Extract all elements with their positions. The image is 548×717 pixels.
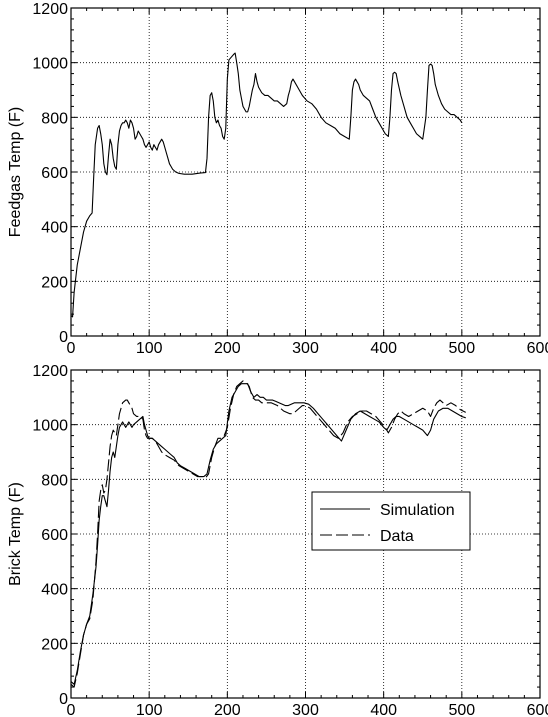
x-tick-label: 200 — [214, 340, 241, 357]
x-tick-label: 300 — [292, 340, 319, 357]
y-tick-label: 400 — [41, 582, 68, 599]
x-tick-label: 100 — [136, 702, 163, 717]
x-tick-label: 0 — [67, 340, 76, 357]
y-axis-title: Feedgas Temp (F) — [7, 107, 24, 237]
y-tick-label: 200 — [41, 636, 68, 653]
y-tick-label: 1200 — [32, 363, 68, 380]
x-tick-label: 400 — [370, 340, 397, 357]
y-tick-label: 200 — [41, 274, 68, 291]
x-tick-label: 600 — [527, 702, 548, 717]
plot-frame — [70, 369, 541, 699]
series-line-1 — [70, 52, 463, 318]
y-axis-title: Brick Temp (F) — [7, 482, 24, 586]
x-tick-label: 200 — [214, 702, 241, 717]
y-tick-label: 1000 — [32, 418, 68, 435]
x-tick-label: 500 — [448, 702, 475, 717]
legend-box — [311, 491, 471, 551]
y-tick-label: 0 — [59, 691, 68, 708]
chart-panel-1: 0 100 200 300 400 500 600 0 200 400 600 800 1000 1200… — [7, 1, 548, 357]
x-tick-label: 500 — [448, 340, 475, 357]
y-tick-label: 1000 — [32, 56, 68, 73]
x-tick-label: 400 — [370, 702, 397, 717]
y-tick-label: 600 — [41, 165, 68, 182]
y-tick-label: 600 — [41, 527, 68, 544]
chart-panel-2: 0 100 200 300 400 500 600 0 200 400 600 800 1000 1200… — [7, 363, 548, 717]
plot-frame — [70, 7, 541, 337]
legend-label: Simulation — [380, 502, 455, 519]
legend: Simulation Data — [311, 491, 471, 551]
legend-label: Data — [380, 528, 414, 545]
y-tick-label: 1200 — [32, 1, 68, 18]
y-tick-label: 400 — [41, 220, 68, 237]
x-tick-label: 600 — [527, 340, 548, 357]
y-tick-label: 800 — [41, 472, 68, 489]
x-tick-label: 100 — [136, 340, 163, 357]
y-tick-label: 800 — [41, 110, 68, 127]
series-line-data — [70, 380, 466, 688]
x-tick-label: 0 — [67, 702, 76, 717]
series-line-simulation — [70, 383, 466, 685]
y-tick-label: 0 — [59, 329, 68, 346]
x-tick-label: 300 — [292, 702, 319, 717]
